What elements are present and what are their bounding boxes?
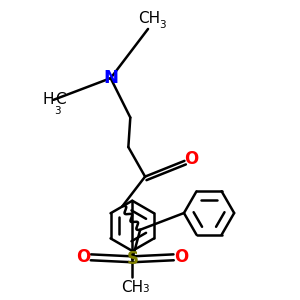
Text: O: O [184, 150, 198, 168]
Text: 3: 3 [159, 20, 166, 29]
Text: CH: CH [121, 280, 143, 295]
Text: C: C [55, 92, 66, 107]
Text: O: O [174, 248, 188, 266]
Text: S: S [126, 250, 138, 268]
Text: O: O [76, 248, 91, 266]
Text: 3: 3 [54, 106, 61, 116]
Text: CH: CH [138, 11, 160, 26]
Text: H: H [42, 92, 53, 107]
Text: N: N [103, 69, 118, 87]
Text: 3: 3 [142, 284, 148, 294]
